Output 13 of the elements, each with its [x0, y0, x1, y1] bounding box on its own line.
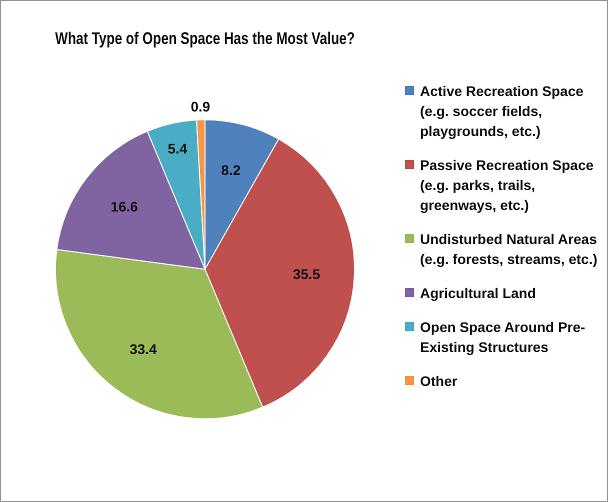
data-label: 35.5	[292, 266, 320, 282]
legend-label: Other	[420, 372, 458, 391]
data-label: 8.2	[221, 162, 241, 178]
data-label: 5.4	[168, 140, 188, 157]
data-label: 0.9	[190, 98, 210, 115]
legend-label: Agricultural Land	[420, 284, 536, 303]
legend-label: Active Recreation Space (e.g. soccer fields, playgrounds, etc.)	[420, 82, 584, 141]
data-label: 16.6	[110, 198, 138, 214]
legend-label: Open Space Around Pre-Existing Structures	[420, 318, 586, 357]
data-label: 33.4	[130, 340, 158, 357]
legend-label: Passive Recreation Space (e.g. parks, trails, greenways, etc.)	[420, 156, 595, 215]
legend-label: Undisturbed Natural Areas (e.g. forests, streams, etc.)	[420, 230, 598, 269]
chart-title: What Type of Open Space Has the Most Value?	[55, 29, 355, 48]
